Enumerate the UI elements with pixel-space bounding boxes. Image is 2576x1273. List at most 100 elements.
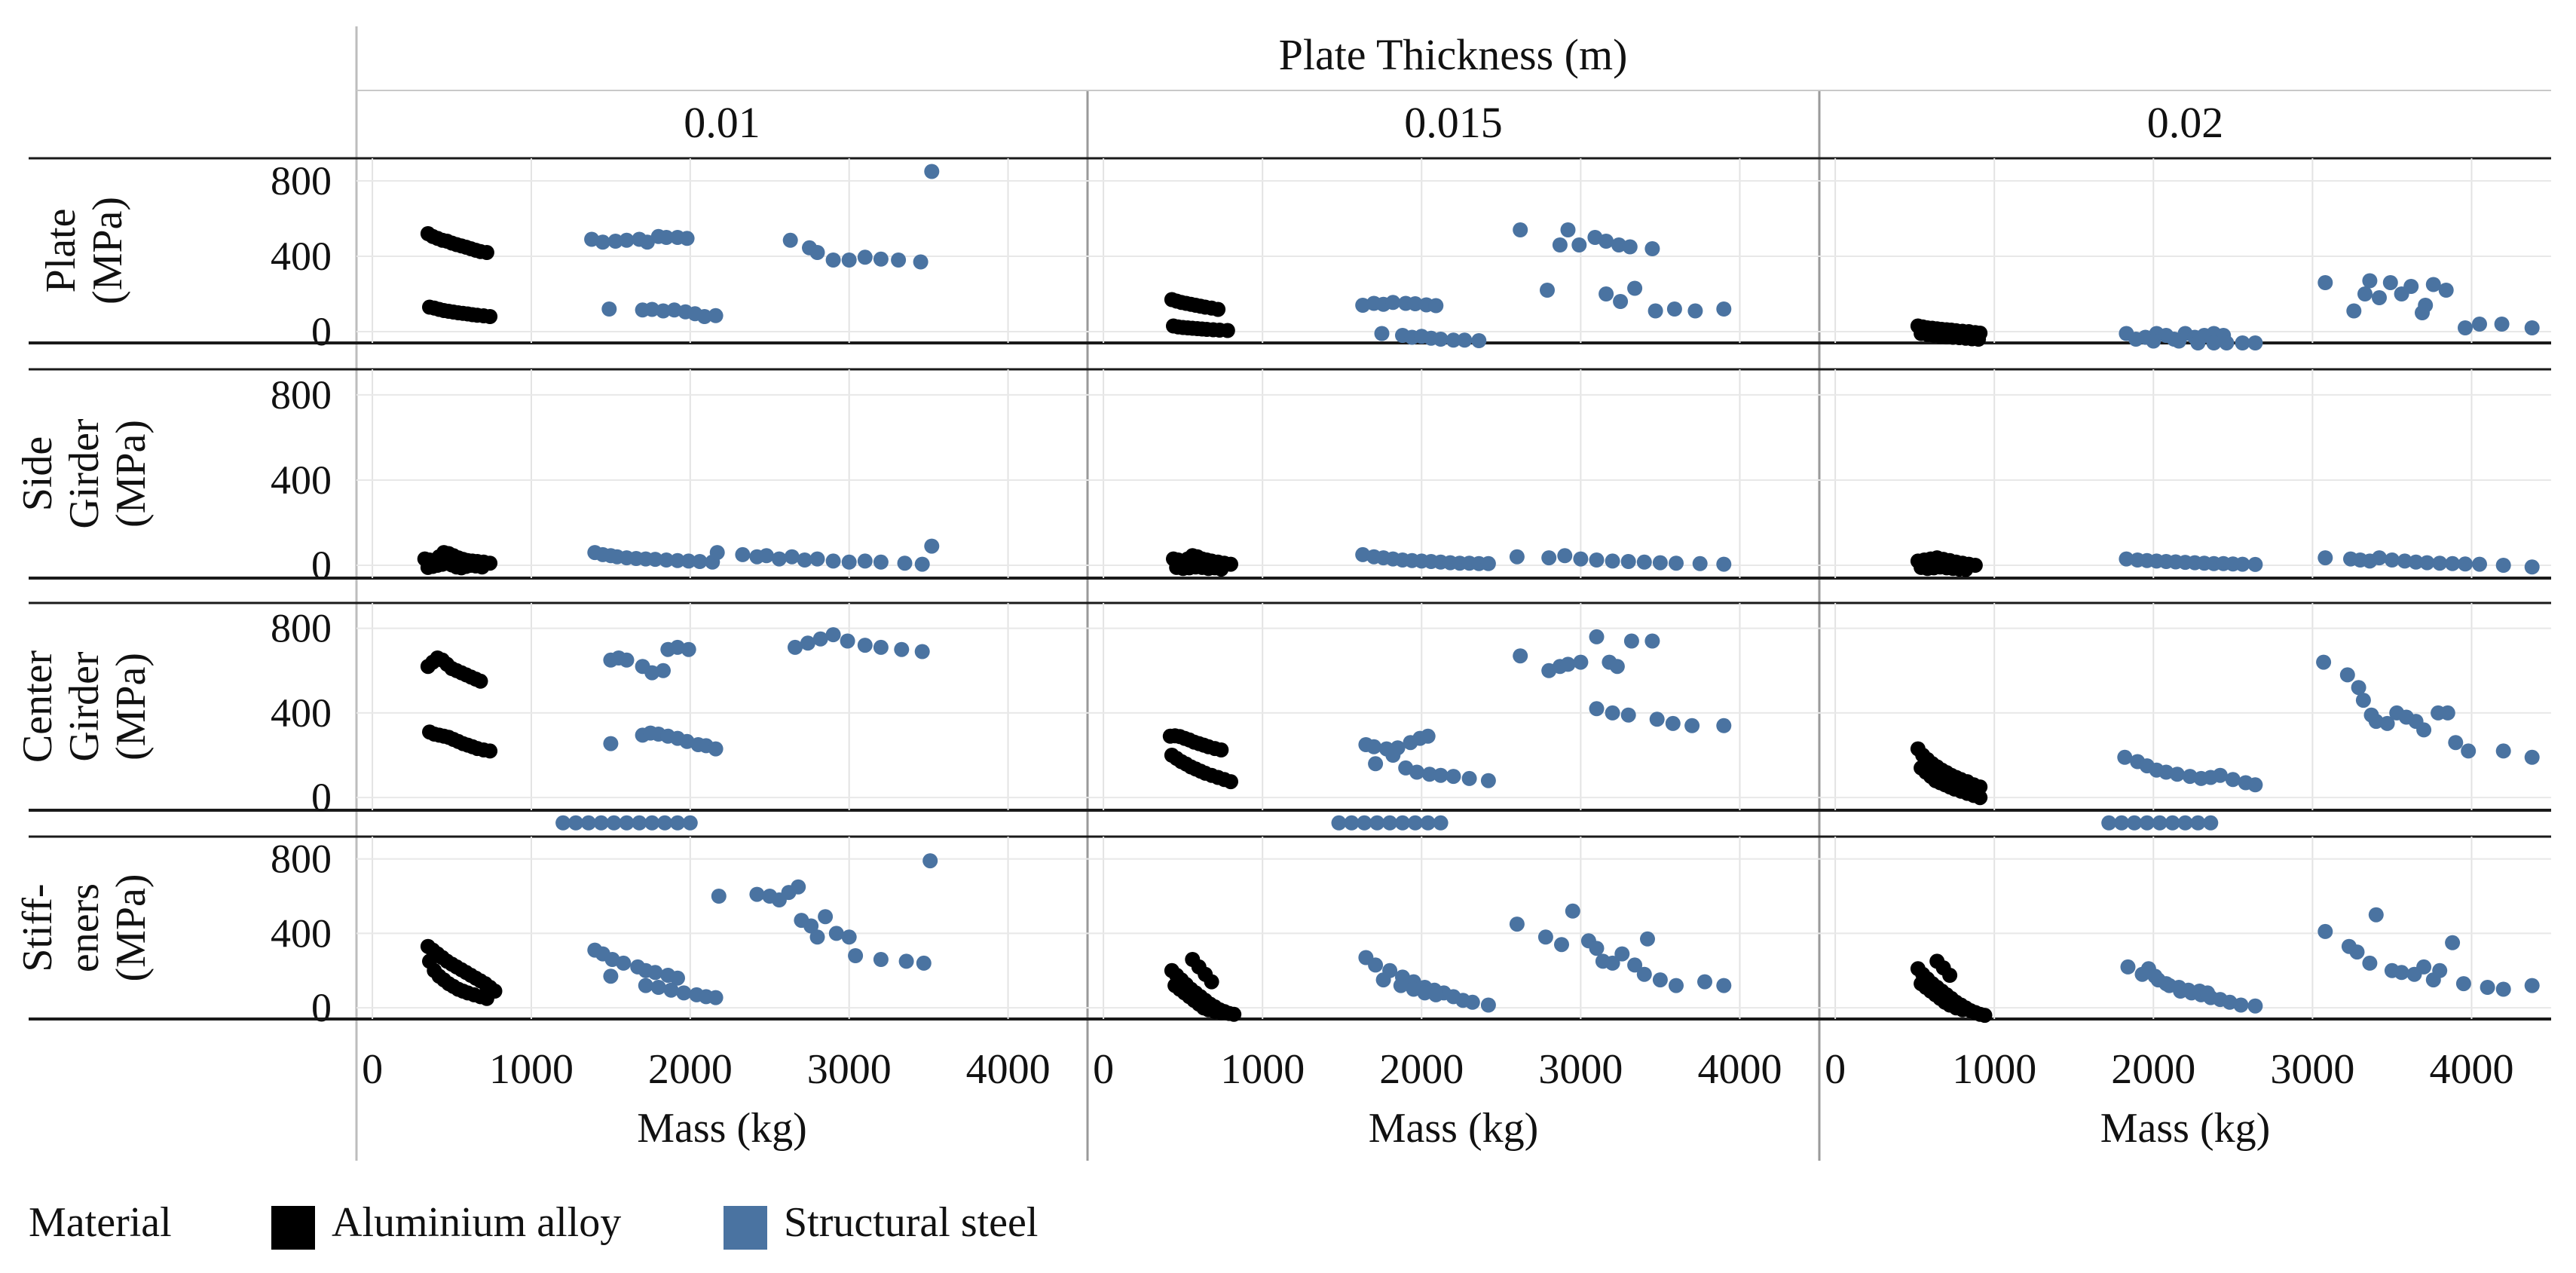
steel-point — [632, 815, 647, 831]
steel-point — [914, 556, 930, 572]
steel-point — [644, 301, 660, 317]
steel-point — [2247, 556, 2263, 572]
steel-point — [812, 631, 828, 647]
legend-title: Material — [29, 1199, 172, 1246]
steel-point — [2206, 335, 2222, 350]
aluminium-point — [1219, 323, 1235, 338]
steel-point — [1395, 815, 1410, 831]
steel-point — [2351, 680, 2366, 696]
steel-point — [803, 918, 819, 934]
y-tick-label: 800 — [271, 837, 332, 882]
aluminium-point — [1958, 562, 1974, 577]
steel-point — [2416, 722, 2432, 738]
y-tick-label: 400 — [271, 690, 332, 736]
steel-point — [1471, 333, 1487, 348]
steel-point — [1355, 546, 1371, 562]
aluminium-point — [1942, 968, 1958, 983]
steel-point — [2368, 907, 2384, 923]
steel-point — [873, 639, 889, 655]
steel-point — [873, 952, 889, 967]
steel-point — [1331, 815, 1347, 831]
steel-point — [603, 736, 619, 751]
steel-point — [644, 815, 660, 831]
steel-point — [800, 635, 815, 651]
steel-point — [708, 741, 724, 757]
row-label-line: Side — [14, 436, 61, 512]
steel-point — [914, 644, 930, 659]
x-axis-label: Mass (kg) — [2100, 1105, 2271, 1152]
steel-point — [922, 853, 938, 869]
steel-point — [2524, 559, 2540, 575]
steel-point — [873, 554, 889, 570]
steel-point — [682, 815, 698, 831]
steel-point — [638, 978, 653, 993]
steel-point — [1636, 966, 1652, 982]
steel-point — [1513, 648, 1528, 664]
steel-point — [1382, 815, 1398, 831]
steel-point — [2397, 553, 2412, 569]
steel-point — [1509, 549, 1525, 565]
steel-point — [2203, 815, 2219, 831]
steel-point — [1428, 987, 1444, 1002]
steel-point — [1614, 946, 1630, 962]
steel-point — [1355, 298, 1371, 313]
steel-point — [670, 970, 685, 986]
steel-point — [1573, 551, 1589, 567]
steel-point — [709, 545, 725, 561]
x-tick-label: 0 — [1093, 1046, 1114, 1093]
steel-point — [1560, 656, 1576, 672]
steel-point — [2165, 815, 2180, 831]
x-tick-label: 0 — [362, 1046, 383, 1093]
steel-point — [1669, 978, 1684, 993]
steel-point — [1647, 303, 1663, 319]
steel-point — [894, 641, 910, 657]
steel-point — [2114, 815, 2130, 831]
steel-point — [2190, 335, 2206, 350]
steel-point — [692, 554, 708, 569]
steel-point — [666, 302, 682, 318]
y-tick-label: 0 — [311, 309, 332, 354]
steel-point — [711, 889, 727, 904]
row-label-line: Girder — [61, 651, 108, 762]
steel-point — [1385, 295, 1401, 311]
x-tick-label: 1000 — [1220, 1046, 1305, 1093]
aluminium-point — [1971, 332, 1987, 347]
steel-point — [1433, 815, 1449, 831]
x-tick-label: 1000 — [1952, 1046, 2036, 1093]
steel-point — [1509, 916, 1525, 932]
row-label-line: (MPa) — [84, 197, 131, 304]
steel-point — [1620, 707, 1636, 723]
steel-point — [656, 303, 671, 319]
x-tick-label: 2000 — [2111, 1046, 2195, 1093]
steel-point — [639, 234, 655, 250]
steel-point — [1644, 241, 1660, 256]
steel-point — [841, 554, 857, 570]
steel-point — [2379, 715, 2395, 731]
steel-point — [1541, 550, 1557, 566]
steel-point — [1428, 298, 1444, 314]
steel-point — [1409, 764, 1424, 780]
x-tick-label: 1000 — [489, 1046, 574, 1093]
steel-point — [2346, 303, 2362, 319]
steel-point — [2372, 290, 2387, 305]
row-label-line: (MPa) — [108, 420, 154, 528]
steel-point — [647, 552, 663, 568]
steel-point — [841, 252, 857, 268]
steel-point — [809, 929, 825, 945]
steel-point — [1589, 629, 1605, 644]
steel-point — [650, 980, 666, 995]
steel-point — [1644, 633, 1660, 649]
steel-point — [1652, 555, 1668, 571]
x-tick-label: 3000 — [807, 1046, 892, 1093]
steel-point — [2432, 555, 2448, 571]
steel-point — [825, 627, 841, 643]
steel-point — [2119, 551, 2134, 567]
aluminium-point — [1226, 1006, 1242, 1022]
steel-point — [619, 232, 635, 248]
steel-point — [1627, 280, 1643, 296]
steel-point — [1605, 705, 1620, 721]
steel-point — [659, 230, 675, 245]
steel-point — [2445, 935, 2461, 950]
steel-point — [2458, 320, 2473, 335]
